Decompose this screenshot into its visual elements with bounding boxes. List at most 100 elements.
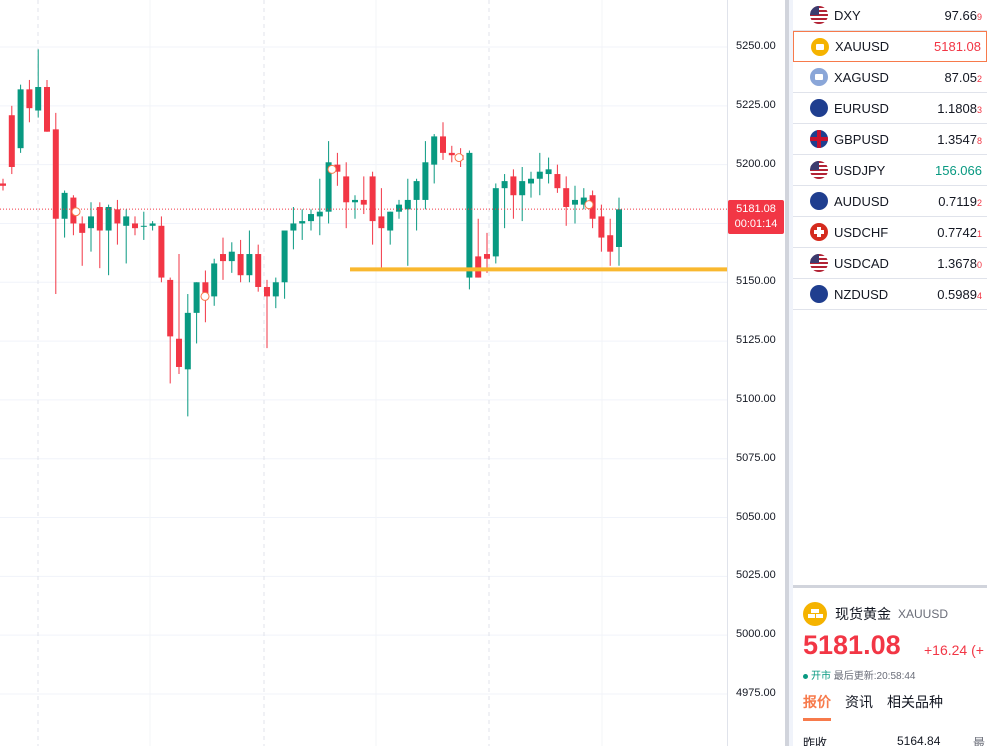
- symbol-detail-panel: 现货黄金 XAUUSD 5181.08 +16.24 (+ 开市 最后更新:20…: [793, 588, 987, 746]
- detail-stat-row: 昨收 5164.84 最: [803, 734, 987, 746]
- watchlist-price-last-digit: 8: [976, 135, 982, 146]
- watchlist-price-last-digit: 0: [976, 259, 982, 270]
- watchlist-price-last-digit: 2: [976, 73, 982, 84]
- market-open-dot-icon: [803, 673, 808, 679]
- watchlist-price-last-digit: 2: [976, 197, 982, 208]
- eu-flag-icon: [810, 99, 828, 117]
- candle-body: [431, 136, 438, 165]
- candle-body: [475, 256, 482, 278]
- candle-body: [193, 282, 200, 313]
- candle-body: [563, 188, 570, 207]
- candle-body: [510, 176, 517, 196]
- candle-body: [501, 181, 508, 189]
- tab-quote[interactable]: 报价: [803, 692, 831, 721]
- candle-body: [35, 86, 42, 111]
- nz-flag-icon: [810, 285, 828, 303]
- candle-body: [519, 181, 526, 196]
- watchlist-row-xauusd[interactable]: XAUUSD 5181.08: [793, 31, 987, 62]
- watchlist-price: 97.669: [944, 8, 982, 23]
- price-axis[interactable]: 5250.005225.005200.005175.005150.005125.…: [727, 0, 785, 746]
- candle-body: [396, 204, 402, 212]
- watchlist-row-usdcad[interactable]: USDCAD 1.36780: [793, 248, 987, 279]
- detail-price: 5181.08: [803, 630, 901, 660]
- watchlist-row-gbpusd[interactable]: GBPUSD 1.35478: [793, 124, 987, 155]
- candle-body: [202, 282, 209, 297]
- watchlist-price: 1.18083: [937, 101, 982, 116]
- candle-body: [369, 176, 376, 222]
- candle-body: [616, 209, 622, 247]
- prev-close-value: 5164.84: [897, 734, 941, 746]
- watchlist-symbol: USDCHF: [834, 224, 889, 240]
- candle-body: [308, 214, 314, 222]
- price-tick-label: 5125.00: [736, 334, 776, 347]
- watchlist-row-xagusd[interactable]: XAGUSD 87.052: [793, 62, 987, 93]
- watchlist-price-main: 156.066: [935, 162, 982, 178]
- ch-flag-icon: [810, 223, 828, 241]
- candle-body: [0, 183, 6, 186]
- candle-body: [8, 115, 15, 167]
- watchlist-row-eurusd[interactable]: EURUSD 1.18083: [793, 93, 987, 124]
- watchlist-price: 1.36780: [937, 256, 982, 271]
- last-price-value: 5181.08: [736, 203, 776, 215]
- candle-body: [607, 235, 614, 252]
- watchlist-price-last-digit: 9: [976, 11, 982, 22]
- tab-news[interactable]: 资讯: [845, 694, 873, 710]
- candle-body: [211, 263, 218, 297]
- candle-body: [554, 174, 561, 189]
- watchlist-row-usdjpy[interactable]: USDJPY 156.066: [793, 155, 987, 186]
- watchlist-price-main: 0.7119: [938, 193, 977, 209]
- watchlist-symbol: XAUUSD: [835, 39, 890, 54]
- candle-body: [448, 152, 455, 156]
- candle-body: [334, 164, 341, 172]
- watchlist-price-last-digit: 3: [976, 104, 982, 115]
- watchlist-symbol: NZDUSD: [834, 286, 889, 302]
- watchlist-price: 156.066: [935, 163, 982, 178]
- candle-body: [158, 225, 165, 278]
- tab-related[interactable]: 相关品种: [887, 694, 943, 710]
- watchlist-price: 5181.08: [934, 39, 981, 54]
- candle-body: [123, 216, 130, 226]
- price-tick-label: 5250.00: [736, 40, 776, 52]
- detail-tabs: 报价 资讯 相关品种: [803, 692, 957, 721]
- event-marker-icon: [584, 200, 594, 210]
- candle-body: [572, 199, 578, 205]
- event-marker-icon: [454, 153, 464, 163]
- chart-pane[interactable]: [0, 0, 727, 746]
- candle-body: [167, 279, 174, 337]
- market-status-text: 开市: [811, 671, 831, 682]
- bar-countdown: 00:01:14: [734, 218, 778, 230]
- watchlist-price-last-digit: 1: [976, 228, 982, 239]
- watchlist-price: 0.77421: [937, 225, 982, 240]
- event-marker-icon: [200, 291, 210, 301]
- silver-flag-icon: [810, 68, 828, 86]
- candle-body: [44, 86, 50, 132]
- market-status: 开市 最后更新:20:58:44: [803, 667, 916, 682]
- price-tick-label: 5050.00: [736, 510, 776, 523]
- candle-body: [105, 206, 112, 231]
- candle-body: [79, 223, 86, 233]
- watchlist-row-nzdusd[interactable]: NZDUSD 0.59894: [793, 279, 987, 310]
- watchlist-detail-divider[interactable]: [793, 585, 987, 588]
- candle-body: [149, 223, 156, 226]
- watchlist-row-dxy[interactable]: DXY 97.669: [793, 0, 987, 31]
- watchlist-row-usdchf[interactable]: USDCHF 0.77421: [793, 217, 987, 248]
- last-price-tag: 5181.08 00:01:14: [728, 200, 784, 234]
- price-tick-label: 5100.00: [736, 392, 776, 405]
- candlestick-chart[interactable]: [0, 0, 727, 746]
- candle-body: [61, 192, 68, 219]
- watchlist-symbol: AUDUSD: [834, 193, 889, 209]
- watchlist-price-main: 1.3678: [937, 255, 977, 271]
- candle-body: [228, 251, 235, 262]
- candle-body: [237, 254, 244, 276]
- detail-instrument-symbol: XAUUSD: [898, 607, 949, 621]
- watchlist-row-audusd[interactable]: AUDUSD 0.71192: [793, 186, 987, 217]
- candle-body: [440, 136, 446, 153]
- watchlist-symbol: GBPUSD: [834, 131, 889, 147]
- watchlist-price-main: 0.5989: [937, 286, 977, 302]
- watchlist-price-main: 5181.08: [934, 39, 981, 54]
- watchlist-symbol: DXY: [834, 7, 861, 23]
- candle-body: [360, 199, 367, 205]
- candle-body: [220, 254, 226, 262]
- event-marker-icon: [327, 164, 337, 174]
- candle-body: [580, 197, 587, 205]
